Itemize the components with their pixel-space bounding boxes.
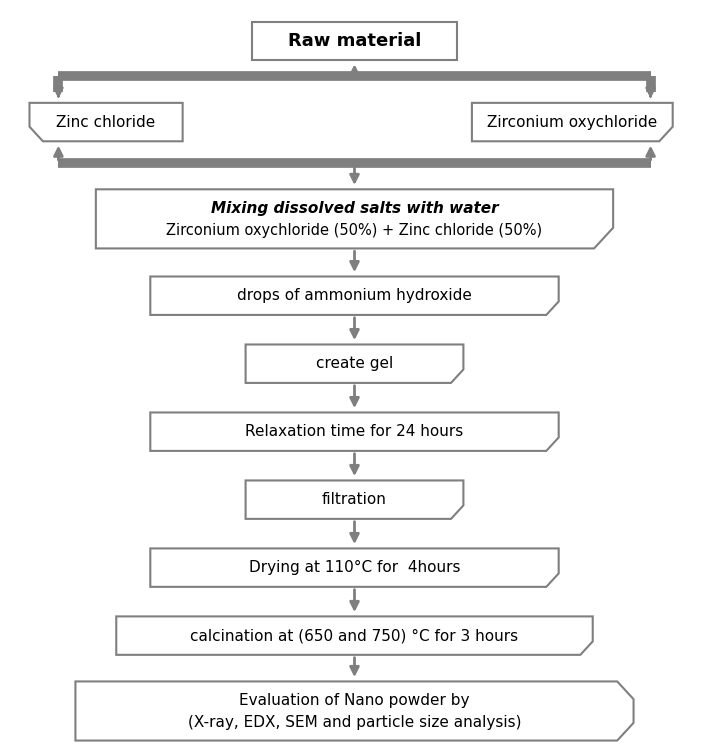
Text: Raw material: Raw material: [288, 32, 421, 50]
Polygon shape: [150, 412, 559, 451]
Bar: [252, 22, 457, 60]
Polygon shape: [472, 103, 673, 141]
Text: Relaxation time for 24 hours: Relaxation time for 24 hours: [245, 425, 464, 439]
Text: calcination at (650 and 750) °C for 3 hours: calcination at (650 and 750) °C for 3 ho…: [191, 628, 518, 643]
Polygon shape: [150, 277, 559, 315]
Text: Drying at 110°C for  4hours: Drying at 110°C for 4hours: [249, 560, 460, 575]
Text: Evaluation of Nano powder by: Evaluation of Nano powder by: [239, 693, 470, 708]
Polygon shape: [245, 480, 464, 519]
Text: (X-ray, EDX, SEM and particle size analysis): (X-ray, EDX, SEM and particle size analy…: [188, 716, 521, 731]
Text: Zirconium oxychloride (50%) + Zinc chloride (50%): Zirconium oxychloride (50%) + Zinc chlor…: [167, 223, 542, 238]
Polygon shape: [30, 103, 183, 141]
Polygon shape: [116, 617, 593, 654]
Text: Zinc chloride: Zinc chloride: [57, 115, 156, 130]
Polygon shape: [75, 682, 634, 740]
Text: drops of ammonium hydroxide: drops of ammonium hydroxide: [237, 288, 472, 303]
Polygon shape: [245, 345, 464, 383]
Polygon shape: [150, 548, 559, 587]
Text: Zirconium oxychloride: Zirconium oxychloride: [487, 115, 657, 130]
Text: Mixing dissolved salts with water: Mixing dissolved salts with water: [211, 201, 498, 216]
Text: filtration: filtration: [322, 492, 387, 507]
Polygon shape: [96, 189, 613, 248]
Text: create gel: create gel: [316, 356, 393, 371]
